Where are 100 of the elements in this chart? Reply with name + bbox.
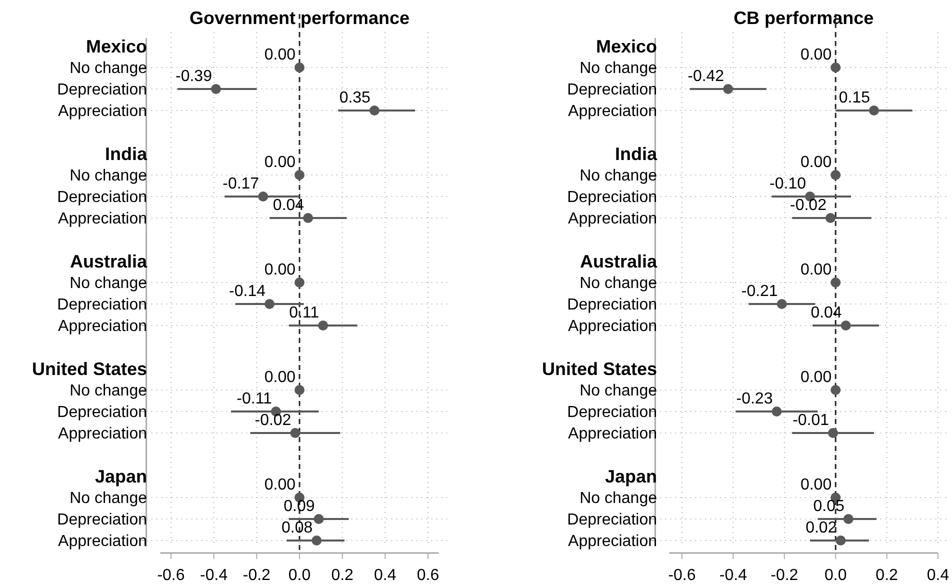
x-tick-label: 0.2 [331,567,354,584]
y-tick-label: No change [580,490,658,508]
x-tick-label: 0.4 [926,567,950,584]
y-tick-label: No change [70,168,148,185]
data-label: 0.04 [272,197,304,214]
point [830,170,841,180]
y-tick-label: Japan [94,466,147,486]
y-tick-label: No change [70,490,148,508]
point [369,106,380,116]
y-tick-label: Depreciation [567,189,657,206]
y-tick-label: No change [70,382,148,400]
y-tick-label: No change [580,382,658,400]
y-tick-label: Appreciation [58,103,147,120]
y-tick-label: India [104,144,148,164]
y-tick-label: Appreciation [58,210,147,228]
data-label: 0.35 [339,90,371,106]
data-label: 0.00 [264,154,296,171]
data-label: 0.00 [800,476,832,494]
data-label: -0.01 [792,412,830,429]
data-label: 0.09 [284,498,315,515]
y-tick-label: Depreciation [57,512,147,529]
data-label: -0.17 [222,176,260,192]
point [776,299,787,309]
x-tick-label: -0.6 [157,567,185,584]
x-tick-label: 0.0 [288,567,311,584]
x-tick-label: -0.4 [200,567,228,584]
y-tick-label: Depreciation [567,296,657,314]
point [869,106,879,116]
point [723,84,734,94]
point [840,320,851,330]
data-label: -0.21 [741,283,778,300]
y-tick-label: No change [70,275,148,292]
point [294,385,304,395]
y-tick-label: Appreciation [568,426,657,443]
point [303,213,314,223]
point [772,406,782,416]
point [830,62,841,72]
y-tick-label: Depreciation [57,404,147,422]
x-tick-label: -0.2 [242,567,271,584]
y-tick-label: Mexico [86,36,147,56]
x-tick-label: -0.4 [719,567,748,584]
y-tick-label: Japan [604,466,657,486]
y-tick-label: No change [70,60,148,78]
data-label: -0.02 [790,197,827,214]
data-label: 0.00 [800,369,832,386]
point [318,320,328,330]
y-tick-label: No change [580,60,658,78]
y-tick-label: Appreciation [58,533,147,550]
point [294,278,304,288]
point [264,299,275,309]
data-label: 0.15 [838,90,870,106]
point [314,514,324,524]
y-tick-label: Appreciation [568,103,657,120]
x-tick-label: 0.6 [416,567,440,584]
point [828,428,838,438]
y-tick-label: India [614,144,658,164]
data-label: 0.00 [800,262,832,278]
y-tick-label: Depreciation [567,82,657,99]
data-label: 0.00 [800,46,832,64]
y-tick-label: Depreciation [567,512,657,529]
point [825,213,836,223]
point [210,84,221,94]
chart-title: CB performance [734,8,874,28]
point [830,385,841,395]
data-label: 0.00 [800,154,832,171]
y-tick-label: Appreciation [568,210,657,228]
y-tick-label: Mexico [596,36,657,56]
y-tick-label: Depreciation [57,189,147,206]
data-label: -0.11 [236,390,272,408]
x-tick-label: 0.0 [824,567,847,584]
data-label: -0.02 [254,412,292,429]
data-label: 0.00 [264,476,296,494]
data-label: -0.10 [770,176,806,192]
data-label: -0.42 [688,68,724,85]
y-tick-label: Australia [580,251,658,272]
chart-title: Government performance [189,8,410,28]
data-label: 0.00 [264,369,296,386]
data-label: 0.00 [264,262,296,278]
data-label: 0.08 [281,520,313,536]
data-label: 0.00 [264,46,296,64]
y-tick-label: No change [580,168,658,185]
point [312,536,322,546]
data-label: -0.14 [229,283,266,300]
point [258,192,268,202]
y-tick-label: No change [580,275,658,292]
data-label: -0.23 [736,390,773,408]
point [836,536,846,546]
data-label: 0.05 [813,498,844,515]
y-tick-label: United States [542,358,657,379]
point [830,278,841,288]
y-tick-label: Australia [70,251,148,272]
point [843,514,854,524]
point [294,170,304,180]
y-tick-label: Appreciation [568,533,657,550]
y-tick-label: Appreciation [568,318,657,336]
y-tick-label: Depreciation [567,404,657,422]
x-tick-label: -0.2 [770,567,798,584]
data-label: 0.02 [806,520,837,536]
y-tick-label: United States [32,358,147,379]
y-tick-label: Appreciation [58,426,147,443]
